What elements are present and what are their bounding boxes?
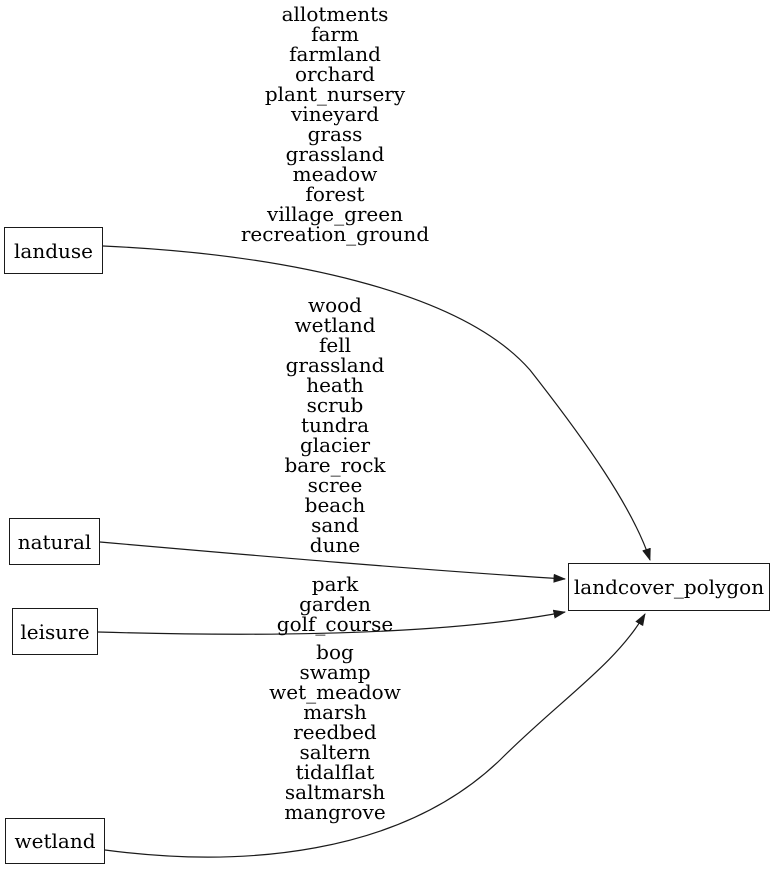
node-leisure-label: leisure [20, 619, 90, 644]
edge-label-line: village_green [267, 202, 403, 226]
edge-label-line: beach [304, 493, 366, 517]
edge-label-line: wet_meadow [269, 680, 401, 704]
node-landcover_polygon-label: landcover_polygon [573, 575, 765, 599]
edge-label-line: grassland [285, 142, 385, 166]
node-landcover_polygon: landcover_polygon [568, 563, 770, 611]
edge-label-line: garden [299, 592, 371, 616]
edge-wetland-to-landcover_polygon [104, 613, 646, 858]
edge-label-line: wetland [294, 313, 376, 337]
edge-label-line: swamp [299, 660, 371, 684]
edge-label-line: allotments [281, 2, 389, 26]
edge-label-line: tundra [300, 413, 370, 437]
edge-label-line: forest [305, 182, 365, 206]
edge-label-line: heath [306, 373, 364, 397]
node-natural: natural [9, 518, 100, 565]
edge-label-line: dune [309, 533, 361, 557]
edge-label-line: park [311, 572, 359, 596]
edge-label-list-leisure: park garden golf_course [235, 574, 435, 634]
edge-label-line: grass [307, 122, 363, 146]
edge-label-line: orchard [295, 62, 375, 86]
edge-label-line: golf_course [276, 612, 394, 636]
node-wetland: wetland [5, 818, 105, 864]
edge-label-list-natural: wood wetland fell grassland heath scrub tundra… [235, 295, 435, 555]
edge-label-line: mangrove [284, 800, 386, 824]
edge-label-line: glacier [299, 433, 371, 457]
node-landuse: landuse [4, 227, 103, 274]
edge-label-line: bog [316, 640, 354, 664]
edge-natural-to-landcover_polygon [99, 541, 566, 583]
edge-label-line: wood [307, 293, 362, 317]
edge-landuse-to-landcover_polygon [102, 245, 651, 561]
edge-label-line: farmland [289, 42, 381, 66]
edge-label-line: scrub [306, 393, 364, 417]
node-landuse-label: landuse [14, 238, 93, 263]
edge-label-line: plant_nursery [264, 82, 406, 106]
edge-label-line: bare_rock [284, 453, 386, 477]
edge-label-list-landuse: allotments farm farmland orchard plant_nurse… [235, 4, 435, 244]
node-natural-label: natural [17, 529, 92, 554]
edge-label-line: recreation_ground [240, 222, 430, 246]
edge-label-line: fell [318, 333, 352, 357]
edge-label-line: scree [307, 473, 363, 497]
edge-label-line: vineyard [291, 102, 379, 126]
edge-leisure-to-landcover_polygon [97, 609, 566, 635]
edge-label-line: saltmarsh [284, 780, 386, 804]
edge-label-line: tidalflat [295, 760, 375, 784]
edge-label-list-wetland: bog swamp wet_meadow marsh reedbed saltern tid… [235, 642, 435, 822]
edge-label-line: saltern [299, 740, 371, 764]
node-wetland-label: wetland [14, 829, 96, 853]
node-leisure: leisure [12, 608, 98, 655]
edge-label-line: sand [311, 513, 359, 537]
edge-label-line: meadow [292, 162, 378, 186]
edge-label-line: reedbed [293, 720, 377, 744]
edge-label-line: marsh [303, 700, 367, 724]
edge-label-line: grassland [285, 353, 385, 377]
edge-label-line: farm [311, 22, 359, 46]
